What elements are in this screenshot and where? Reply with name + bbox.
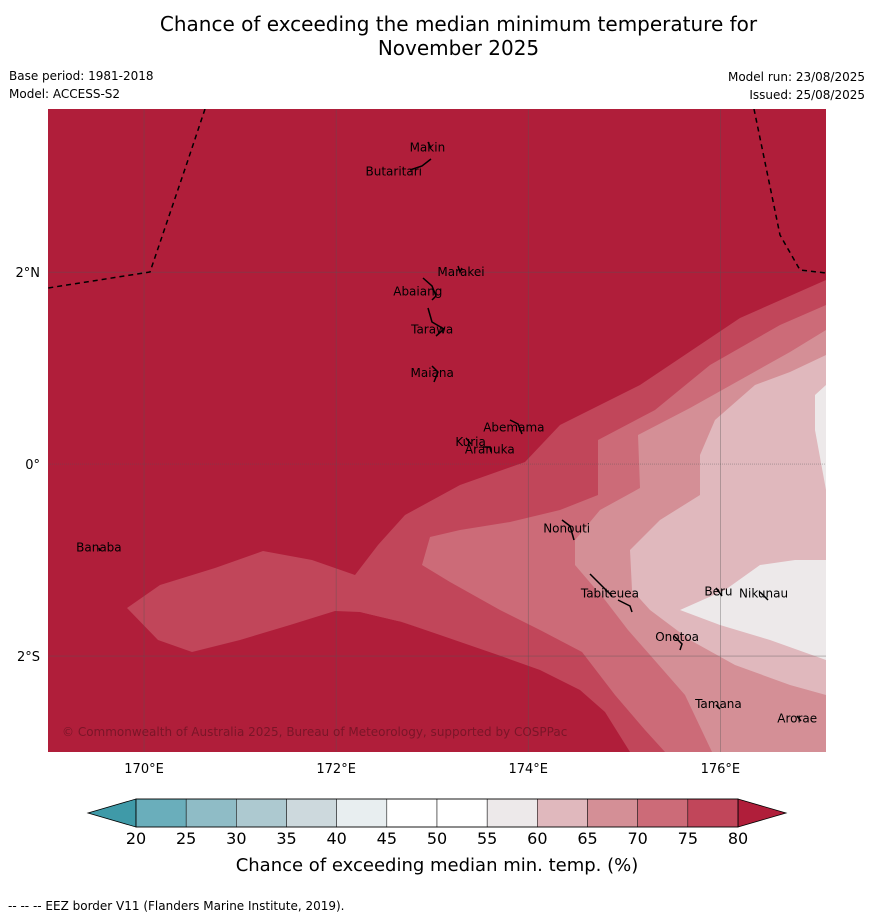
island-aranuka <box>483 446 492 453</box>
colorbar-bin <box>135 798 187 828</box>
colorbar-tick-label: 75 <box>678 829 698 848</box>
latitude-tick-label: 2°S <box>17 650 40 665</box>
island-tabiteuea <box>589 573 633 613</box>
place-label: Makin <box>410 140 446 154</box>
map-figure: Makin Butaritari Marakei Abaiang Tarawa Maian… <box>16 109 826 876</box>
colorbar-extend-high <box>737 798 788 828</box>
model-run: Model run: 23/08/2025 <box>727 70 865 84</box>
axis-labels: 170°E 172°E 174°E 176°E 2°N 0° 2°S <box>16 266 741 777</box>
island-tarawa <box>427 307 446 337</box>
colorbar-bin <box>236 798 287 828</box>
place-label: Tarawa <box>410 323 453 337</box>
island-butaritari <box>409 158 432 171</box>
colorbar-bin <box>336 798 388 828</box>
place-label: Nikunau <box>739 587 788 601</box>
island-marakei <box>457 265 463 274</box>
latitude-tick-label: 0° <box>25 458 40 473</box>
place-label: Beru <box>704 585 732 599</box>
colorbar-tick-label: 40 <box>326 829 346 848</box>
eez-borders <box>48 109 826 289</box>
map-title-line-1: Chance of exceeding the median minimum t… <box>159 12 758 36</box>
colorbar-bin <box>286 798 337 828</box>
model-name: Model: ACCESS-S2 <box>9 87 121 101</box>
colorbar-tick-label: 20 <box>126 829 146 848</box>
map-title-line-2: November 2025 <box>377 36 540 60</box>
colorbar-tick-label: 55 <box>477 829 497 848</box>
longitude-tick-label: 174°E <box>508 762 548 777</box>
colorbar-title: Chance of exceeding median min. temp. (%… <box>236 855 639 876</box>
colorbar-tick-label: 50 <box>427 829 447 848</box>
longitude-tick-label: 170°E <box>124 762 164 777</box>
place-label: Abaiang <box>393 284 442 298</box>
place-label: Kuria <box>455 435 486 449</box>
colorbar-bin <box>637 798 689 828</box>
graticule <box>48 109 826 752</box>
colorbar-tick-label: 70 <box>627 829 647 848</box>
base-period: Base period: 1981-2018 <box>9 69 154 83</box>
colorbar-tick-label: 60 <box>527 829 547 848</box>
colorbar-outline <box>135 798 739 828</box>
island-nikunau <box>759 591 769 601</box>
colorbar-bin <box>537 798 588 828</box>
island-onotoa <box>673 635 683 651</box>
island-beru <box>715 587 723 597</box>
colorbar-bin <box>687 798 739 828</box>
colorbar-tick-label: 80 <box>728 829 748 848</box>
latitude-tick-label: 2°N <box>16 266 41 281</box>
colorbar-bin <box>587 798 638 828</box>
place-label: Onotoa <box>655 630 699 644</box>
longitude-tick-label: 176°E <box>701 762 741 777</box>
place-label: Marakei <box>437 265 484 279</box>
place-label: Abemama <box>483 421 544 435</box>
colorbar-bin <box>486 798 538 828</box>
meta-left: Base period: 1981-2018 Model: ACCESS-S2 <box>9 69 154 105</box>
band-55-60 <box>680 385 826 660</box>
place-label: Arorae <box>777 711 817 725</box>
colorbar: 20 25 30 35 40 45 50 55 60 65 70 75 80 Chance of exce… <box>86 798 788 876</box>
island-abemama <box>509 419 523 435</box>
probability-field <box>48 109 826 752</box>
island-makin <box>427 141 432 149</box>
colorbar-tick-label: 35 <box>276 829 296 848</box>
place-label: Aranuka <box>465 443 515 457</box>
colorbar-tick-label: 25 <box>176 829 196 848</box>
place-label: Tamana <box>694 697 742 711</box>
eez-border-east <box>753 109 826 274</box>
place-labels: Makin Butaritari Marakei Abaiang Tarawa Maian… <box>76 140 817 725</box>
eez-footnote: -- -- -- EEZ border V11 (Flanders Marine… <box>8 899 345 913</box>
place-label: Maiana <box>411 366 454 380</box>
colorbar-bin <box>386 798 438 828</box>
colorbar-tick-label: 45 <box>377 829 397 848</box>
copyright-notice: © Commonwealth of Australia 2025, Bureau… <box>62 725 567 739</box>
colorbar-extend-low <box>86 798 137 828</box>
island-kuria <box>465 437 472 445</box>
colorbar-tick-label: 30 <box>226 829 246 848</box>
colorbar-bin <box>185 798 237 828</box>
place-label: Tabiteuea <box>580 587 639 601</box>
meta-right: Model run: 23/08/2025 Issued: 25/08/2025 <box>728 70 865 106</box>
colorbar-tick-label: 65 <box>577 829 597 848</box>
island-arorae <box>796 715 802 722</box>
place-label: Banaba <box>76 541 122 555</box>
island-abaiang <box>422 277 437 301</box>
place-label: Butaritari <box>366 164 423 178</box>
island-coastlines <box>98 141 802 722</box>
eez-border-west <box>48 109 206 289</box>
colorbar-bin <box>436 798 488 828</box>
place-label: Nonouti <box>543 521 590 535</box>
map-title: Chance of exceeding the median minimum t… <box>0 12 873 60</box>
island-tamana <box>715 704 721 710</box>
island-maiana <box>431 365 439 383</box>
issued-date: Issued: 25/08/2025 <box>749 88 865 102</box>
island-nonouti <box>561 519 575 541</box>
island-banaba <box>98 547 101 552</box>
longitude-tick-label: 172°E <box>316 762 356 777</box>
